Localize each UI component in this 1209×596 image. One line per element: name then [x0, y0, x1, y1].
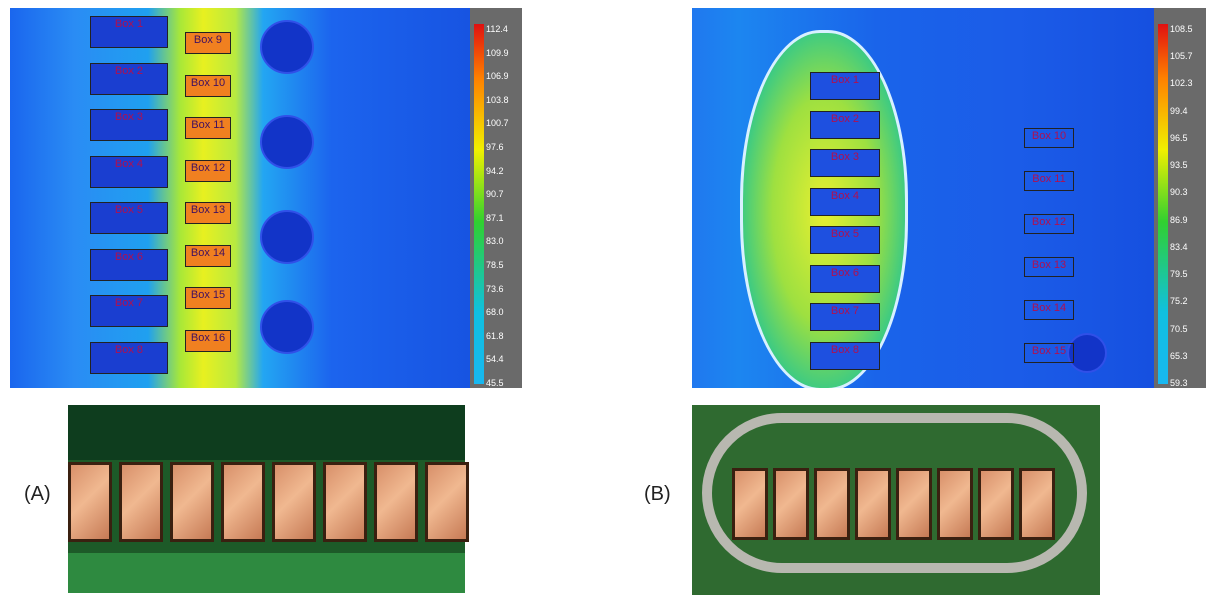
scale-label: 70.5 [1170, 324, 1188, 334]
scale-label: 61.8 [486, 331, 504, 341]
scale-label: 106.9 [486, 71, 509, 81]
scale-label: 54.4 [486, 354, 504, 364]
measure-box: Box 14 [185, 245, 231, 267]
scale-label: 102.3 [1170, 78, 1193, 88]
copper-module [272, 462, 316, 542]
copper-module [68, 462, 112, 542]
copper-module [855, 468, 891, 540]
capacitor [260, 115, 314, 169]
measure-box: Box 1 [810, 72, 880, 100]
copper-module [814, 468, 850, 540]
scale-label: 93.5 [1170, 160, 1188, 170]
copper-module [425, 462, 469, 542]
scale-label: 68.0 [486, 307, 504, 317]
scale-label: 83.4 [1170, 242, 1188, 252]
capacitor [260, 20, 314, 74]
measure-box: Box 10 [1024, 128, 1074, 148]
scale-label: 100.7 [486, 118, 509, 128]
measure-box: Box 10 [185, 75, 231, 97]
measure-box: Box 1 [90, 16, 168, 48]
scale-label: 45.5 [486, 378, 504, 388]
copper-module [323, 462, 367, 542]
color-scale [474, 24, 484, 384]
thermal-image-a: Box 1 Box 2 Box 3 Box 4 Box 5 Box 6 Box 7 Box 8… [10, 8, 470, 388]
measure-box: Box 11 [185, 117, 231, 139]
scale-label: 97.6 [486, 142, 504, 152]
scale-label: 96.5 [1170, 133, 1188, 143]
scale-label: 109.9 [486, 48, 509, 58]
scale-label: 75.2 [1170, 296, 1188, 306]
scale-label: 94.2 [486, 166, 504, 176]
capacitor [260, 210, 314, 264]
capacitor [260, 300, 314, 354]
measure-box: Box 2 [810, 111, 880, 139]
measure-box: Box 15 [185, 287, 231, 309]
measure-box: Box 4 [810, 188, 880, 216]
measure-box: Box 13 [185, 202, 231, 224]
scale-label: 86.9 [1170, 215, 1188, 225]
measure-box: Box 4 [90, 156, 168, 188]
scale-label: 79.5 [1170, 269, 1188, 279]
scale-label: 103.8 [486, 95, 509, 105]
panel-label: (B) [644, 483, 671, 506]
measure-box: Box 11 [1024, 171, 1074, 191]
measure-box: Box 15 [1024, 343, 1074, 363]
measure-box: Box 8 [810, 342, 880, 370]
copper-module [732, 468, 768, 540]
scale-label: 90.7 [486, 189, 504, 199]
measure-box: Box 13 [1024, 257, 1074, 277]
copper-module [374, 462, 418, 542]
color-scale [1158, 24, 1168, 384]
copper-module [896, 468, 932, 540]
scale-label: 87.1 [486, 213, 504, 223]
panel-label: (A) [24, 483, 51, 506]
scale-label: 112.4 [486, 24, 508, 34]
inductors [68, 405, 465, 460]
figure: Box 1 Box 2 Box 3 Box 4 Box 5 Box 6 Box 7 Box 8… [0, 0, 1209, 596]
copper-module [937, 468, 973, 540]
measure-box: Box 2 [90, 63, 168, 95]
scale-label: 99.4 [1170, 106, 1188, 116]
thermal-image-b: Box 1 Box 2 Box 3 Box 4 Box 5 Box 6 Box 7 Box 8… [692, 8, 1154, 388]
copper-module [773, 468, 809, 540]
scale-label: 73.6 [486, 284, 504, 294]
measure-box: Box 12 [185, 160, 231, 182]
measure-box: Box 5 [90, 202, 168, 234]
scale-label: 78.5 [486, 260, 504, 270]
scale-label: 108.5 [1170, 24, 1193, 34]
measure-box: Box 5 [810, 226, 880, 254]
measure-box: Box 3 [90, 109, 168, 141]
measure-box: Box 3 [810, 149, 880, 177]
measure-box: Box 16 [185, 330, 231, 352]
pcb [68, 553, 465, 593]
copper-module [221, 462, 265, 542]
measure-box: Box 14 [1024, 300, 1074, 320]
measure-box: Box 6 [90, 249, 168, 281]
measure-box: Box 12 [1024, 214, 1074, 234]
scale-label: 83.0 [486, 236, 504, 246]
measure-box: Box 6 [810, 265, 880, 293]
measure-box: Box 9 [185, 32, 231, 54]
scale-label: 90.3 [1170, 187, 1188, 197]
scale-label: 105.7 [1170, 51, 1193, 61]
measure-box: Box 7 [90, 295, 168, 327]
copper-module [170, 462, 214, 542]
measure-box: Box 7 [810, 303, 880, 331]
scale-label: 65.3 [1170, 351, 1188, 361]
measure-box: Box 8 [90, 342, 168, 374]
copper-module [978, 468, 1014, 540]
scale-label: 59.3 [1170, 378, 1188, 388]
copper-module [119, 462, 163, 542]
copper-module [1019, 468, 1055, 540]
